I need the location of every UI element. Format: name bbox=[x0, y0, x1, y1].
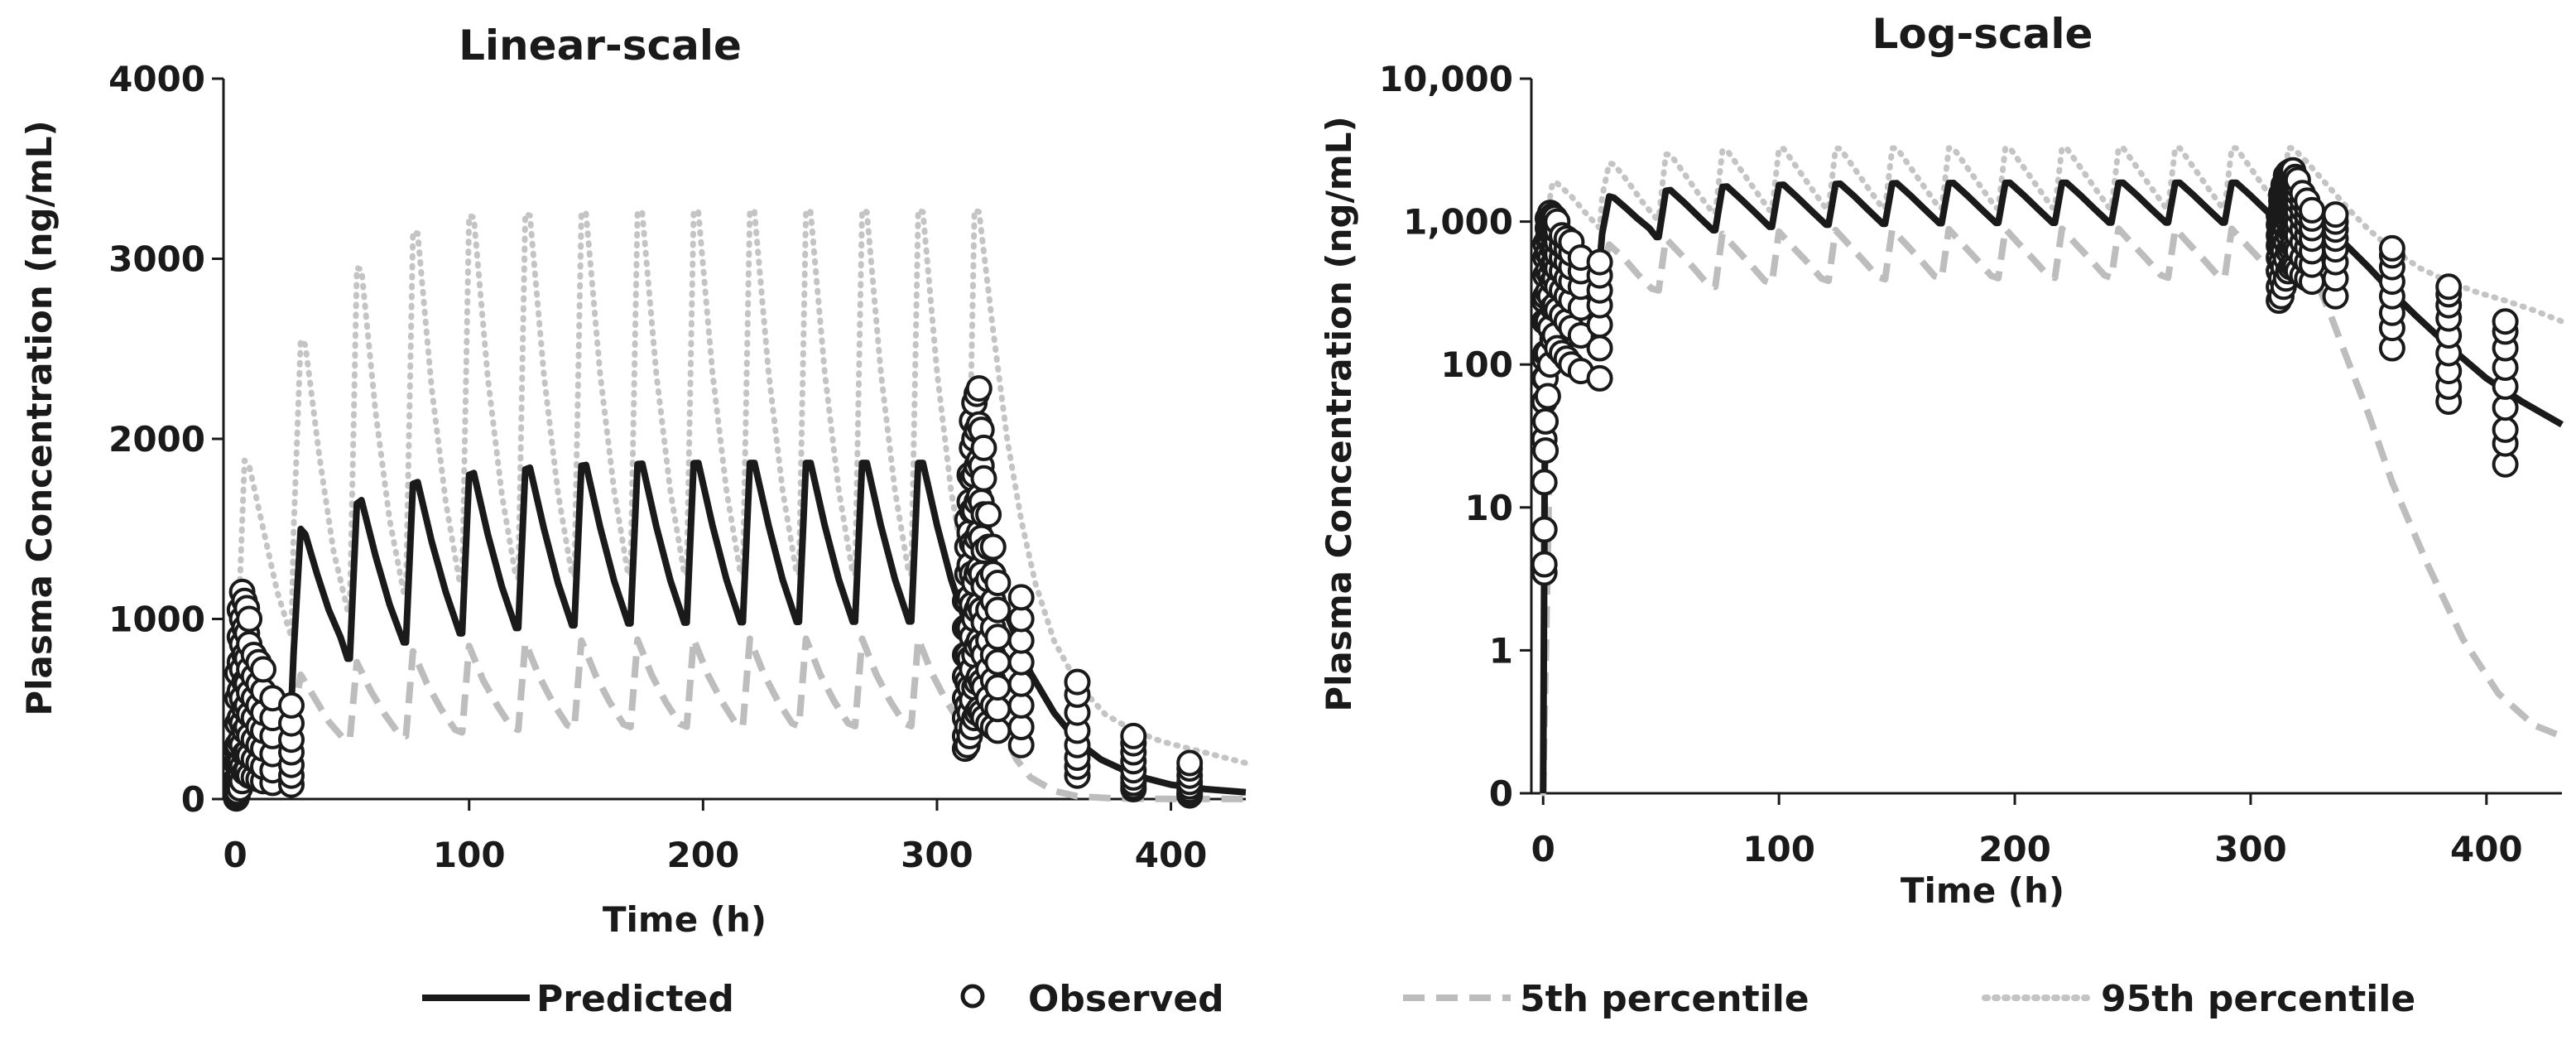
observed-point bbox=[1586, 335, 1613, 362]
p5-line bbox=[232, 635, 1246, 802]
observed-point bbox=[2322, 201, 2349, 229]
observed-point bbox=[984, 596, 1012, 624]
y-tick-label: 4000 bbox=[108, 59, 205, 99]
p95-line bbox=[232, 207, 1249, 802]
y-tick-label: 3000 bbox=[108, 239, 205, 280]
y-tick-label: 1000 bbox=[108, 600, 205, 640]
observed-point bbox=[984, 648, 1012, 676]
observed-point bbox=[1007, 691, 1035, 719]
y-tick-label: 100 bbox=[1440, 344, 1513, 385]
linear-observed-series bbox=[223, 375, 1204, 812]
x-tick-label: 400 bbox=[2450, 829, 2523, 869]
legend-observed-swatch bbox=[960, 984, 985, 1009]
log-p95-series bbox=[1540, 145, 2565, 797]
observed-point bbox=[1532, 437, 1560, 465]
legend-p5-label: 5th percentile bbox=[1520, 978, 1809, 1020]
x-tick-label: 0 bbox=[223, 835, 248, 875]
observed-point bbox=[1007, 627, 1035, 654]
x-tick-label: 100 bbox=[1742, 829, 1815, 869]
observed-point bbox=[1586, 364, 1613, 392]
observed-point bbox=[1007, 648, 1035, 676]
p95-line bbox=[1540, 145, 2565, 797]
observed-point bbox=[984, 624, 1012, 651]
x-tick-label: 400 bbox=[1135, 835, 1208, 875]
observed-point bbox=[1532, 407, 1560, 435]
observed-point bbox=[1531, 551, 1558, 578]
linear-p95-series bbox=[232, 207, 1249, 802]
observed-point bbox=[1586, 248, 1613, 276]
observed-point bbox=[2492, 416, 2519, 443]
observed-point bbox=[278, 691, 305, 719]
linear-axes: 0 1000 2000 3000 4000 0 100 200 300 400 bbox=[108, 59, 1246, 875]
x-tick-label: 200 bbox=[1978, 829, 2051, 869]
x-tick-label: 300 bbox=[2214, 829, 2287, 869]
y-tick-label: 10 bbox=[1465, 488, 1513, 528]
observed-point bbox=[1007, 714, 1035, 740]
observed-point bbox=[1064, 668, 1091, 696]
linear-y-axis-label: Plasma Concentration (ng/mL) bbox=[19, 120, 60, 715]
x-tick-label: 0 bbox=[1531, 829, 1555, 869]
log-observed-series bbox=[1531, 157, 2519, 586]
observed-point bbox=[1531, 469, 1558, 496]
linear-p5-series bbox=[232, 635, 1246, 802]
observed-point bbox=[1534, 383, 1561, 410]
linear-scale-panel: Linear-scale Plasma Concentration (ng/mL… bbox=[19, 22, 1249, 940]
observed-point bbox=[979, 533, 1007, 561]
observed-point bbox=[2378, 234, 2405, 262]
y-tick-label: 1 bbox=[1489, 630, 1513, 671]
observed-point bbox=[250, 656, 276, 683]
observed-point bbox=[236, 605, 263, 633]
y-tick-label: 1,000 bbox=[1403, 202, 1513, 243]
observed-point bbox=[1007, 605, 1035, 633]
observed-point bbox=[965, 375, 992, 402]
y-tick-label: 2000 bbox=[108, 419, 205, 460]
x-tick-label: 300 bbox=[901, 835, 973, 875]
legend-observed-label: Observed bbox=[1028, 978, 1224, 1020]
y-tick-label: 0 bbox=[181, 779, 205, 820]
x-tick-label: 200 bbox=[667, 835, 740, 875]
observed-point bbox=[2299, 196, 2325, 224]
legend-p95-label: 95th percentile bbox=[2101, 978, 2415, 1020]
observed-point bbox=[970, 465, 997, 492]
linear-predicted-series bbox=[232, 460, 1247, 800]
observed-point bbox=[984, 570, 1012, 596]
log-y-axis-label: Plasma Concentration (ng/mL) bbox=[1319, 116, 1359, 711]
x-tick-label: 100 bbox=[433, 835, 506, 875]
observed-point bbox=[984, 696, 1012, 723]
y-tick-label: 10,000 bbox=[1379, 59, 1513, 99]
observed-point bbox=[1007, 670, 1035, 697]
observed-point bbox=[970, 434, 997, 461]
observed-point bbox=[1120, 722, 1147, 749]
linear-chart-title: Linear-scale bbox=[459, 22, 742, 70]
observed-point bbox=[1007, 584, 1035, 611]
observed-point bbox=[2492, 308, 2519, 335]
observed-point bbox=[984, 674, 1012, 701]
legend: Predicted Observed 5th percentile 95th p… bbox=[422, 978, 2415, 1020]
predicted-line bbox=[232, 460, 1247, 800]
observed-point bbox=[1176, 749, 1204, 777]
log-chart-title: Log-scale bbox=[1872, 10, 2093, 58]
observed-point bbox=[975, 501, 1002, 528]
y-tick-label: 0 bbox=[1489, 773, 1513, 814]
log-scale-panel: Log-scale Plasma Concentration (ng/mL) T… bbox=[1319, 10, 2565, 911]
observed-point bbox=[2435, 273, 2463, 301]
observed-point bbox=[1531, 516, 1558, 543]
linear-x-axis-label: Time (h) bbox=[603, 899, 767, 940]
legend-predicted-label: Predicted bbox=[536, 978, 734, 1020]
log-axes: 0 1 10 100 1,000 10,000 0 100 200 300 400 bbox=[1379, 59, 2562, 869]
log-x-axis-label: Time (h) bbox=[1901, 870, 2064, 911]
observed-point bbox=[984, 717, 1012, 744]
